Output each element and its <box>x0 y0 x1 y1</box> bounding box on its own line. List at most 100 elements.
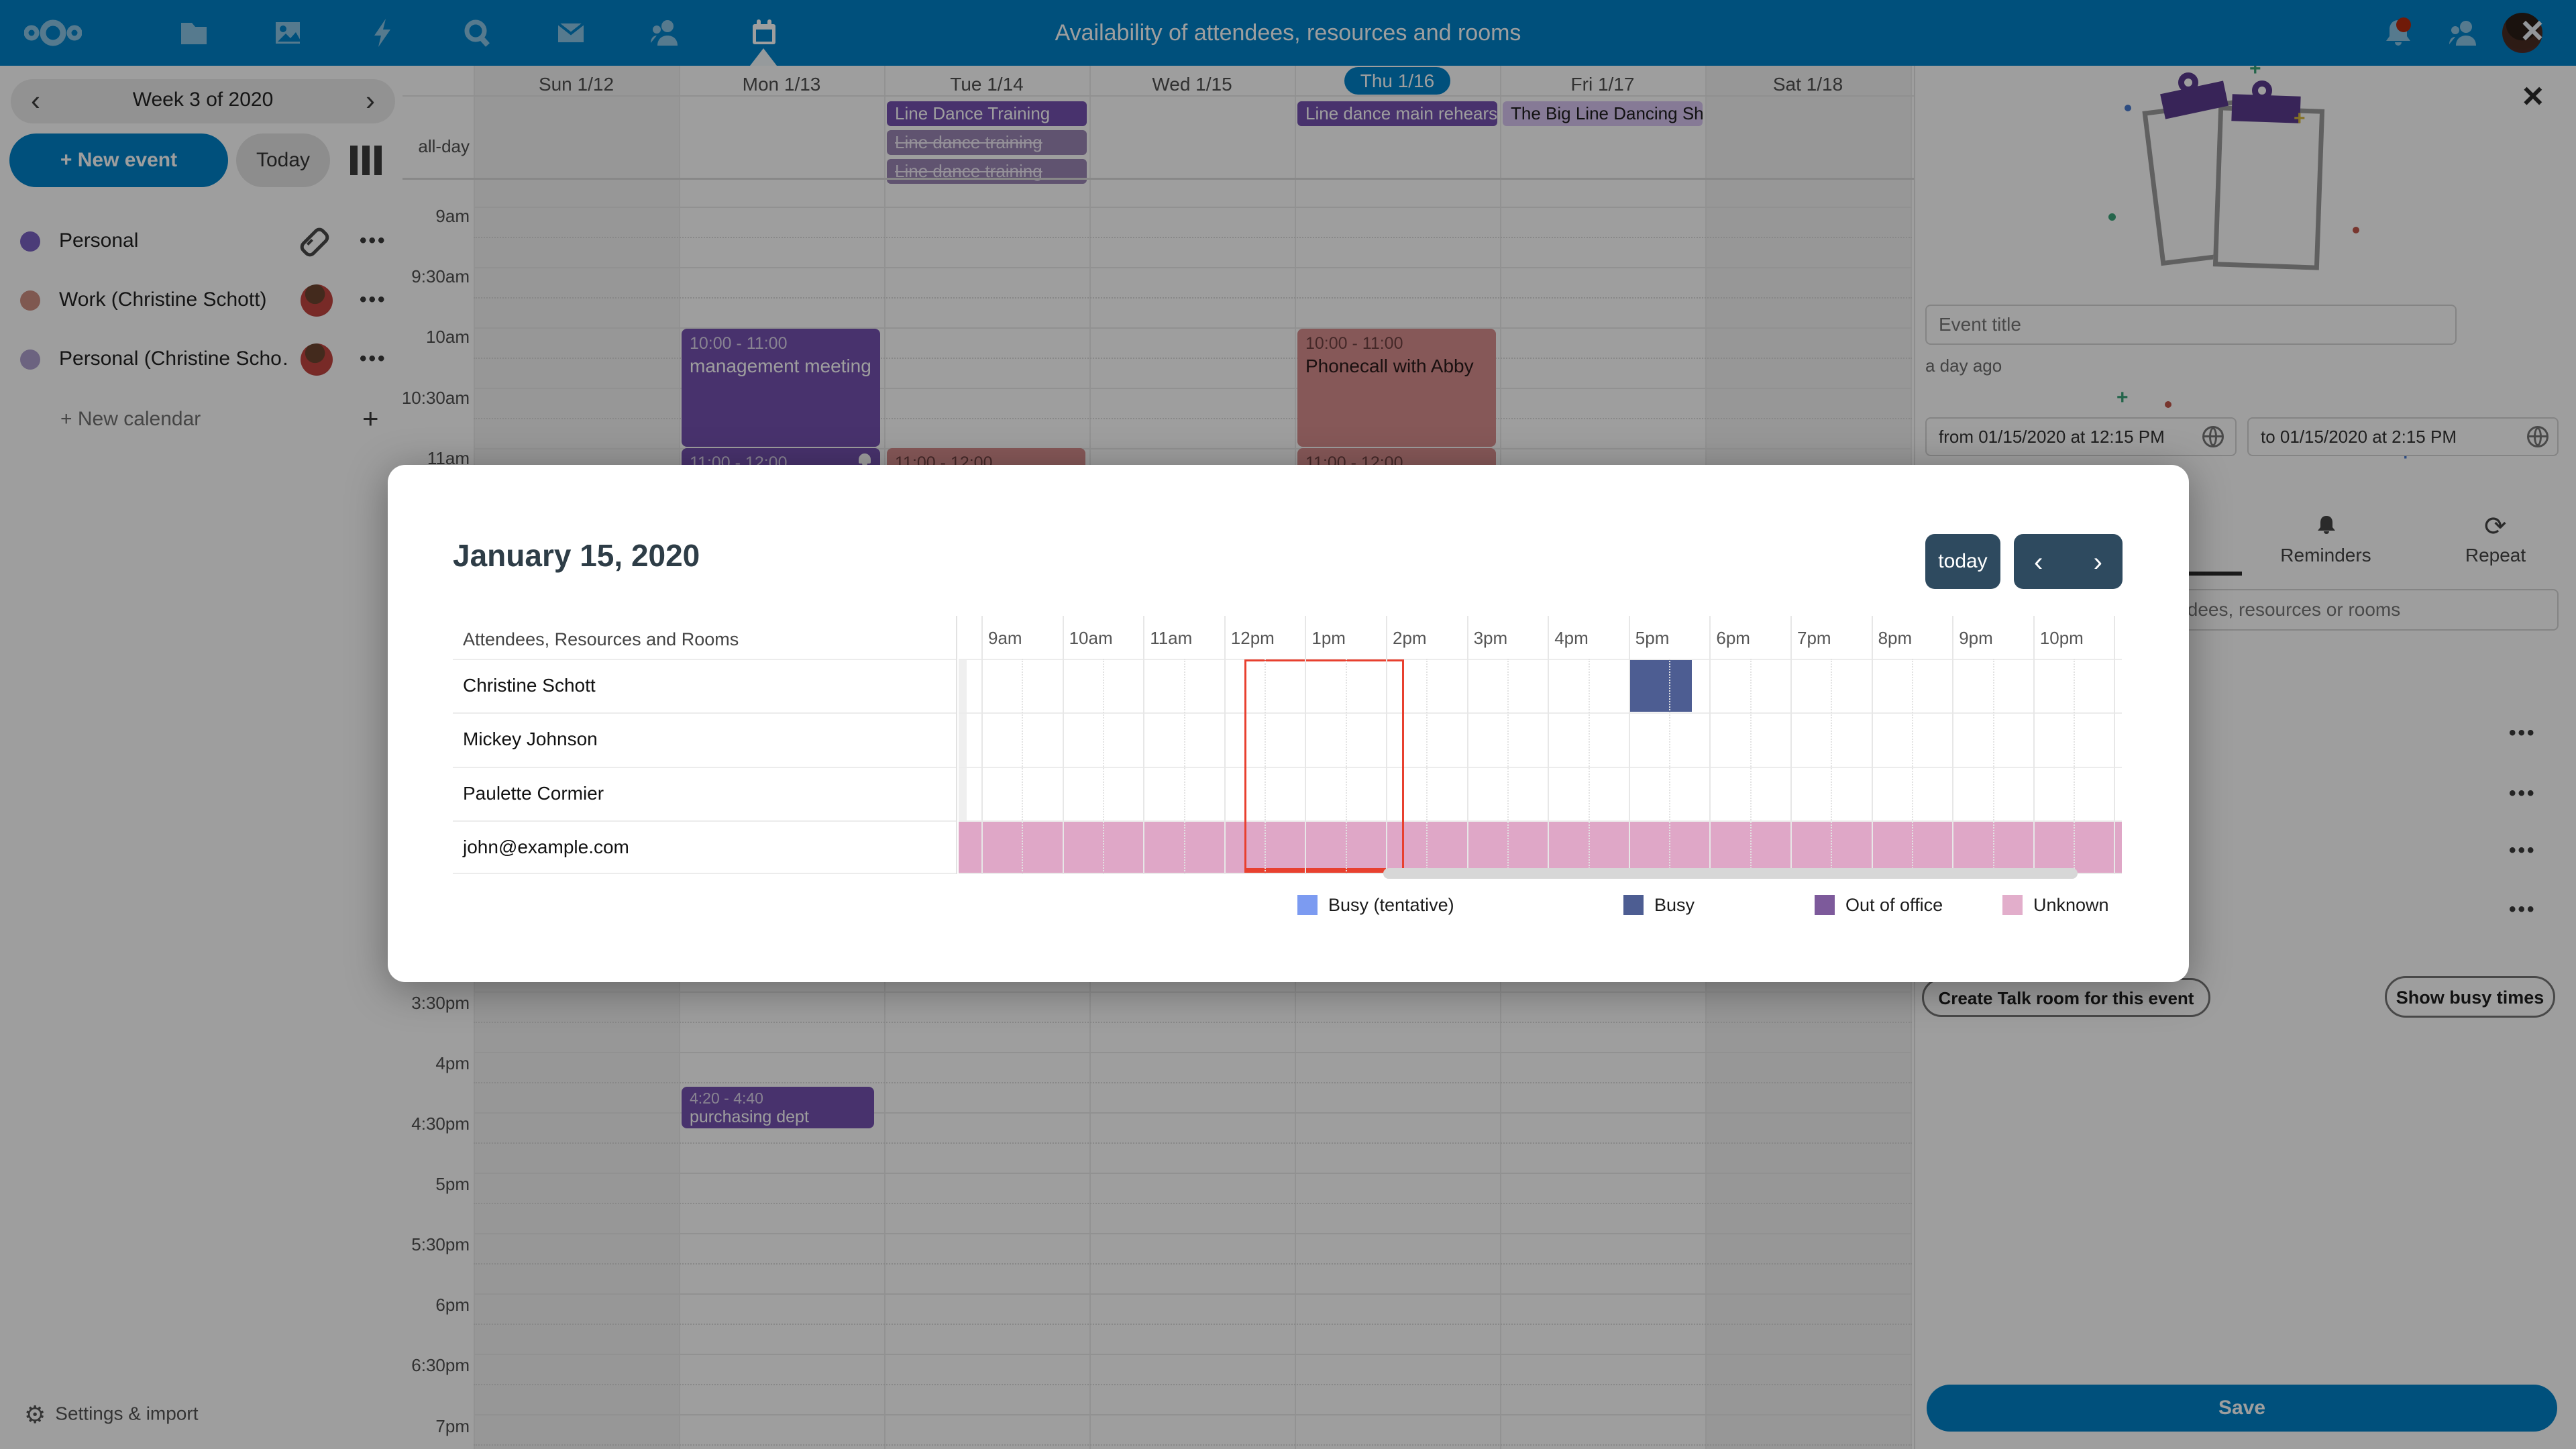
timezone-globe-icon[interactable] <box>2527 426 2548 447</box>
timeline-hour-label: 11pm <box>2121 628 2122 649</box>
calendar-icon[interactable] <box>749 17 780 48</box>
view-toggle-icon[interactable] <box>350 146 382 175</box>
files-icon[interactable] <box>178 17 209 48</box>
activity-icon[interactable] <box>368 17 398 48</box>
attendee-actions-icon[interactable]: ••• <box>2509 722 2536 744</box>
day-header-tue[interactable]: Tue 1/14 <box>950 74 1024 95</box>
availability-timeline-grid[interactable]: 9am 10am 11am 12pm 1pm 2pm 3pm 4pm 5pm 6pm 7pm 8pm 9… <box>959 616 2122 874</box>
timeline-hour-label: 4pm <box>1554 628 1589 648</box>
nextcloud-logo-icon[interactable] <box>24 17 82 48</box>
previous-week-icon[interactable]: ‹ <box>31 85 40 116</box>
next-week-icon[interactable]: › <box>366 85 375 116</box>
plus-icon[interactable]: + <box>362 402 379 434</box>
day-header-sun[interactable]: Sun 1/12 <box>538 74 614 95</box>
new-calendar-label[interactable]: + New calendar <box>60 408 201 430</box>
day-header-fri[interactable]: Fri 1/17 <box>1570 74 1635 95</box>
gutter-time-label: 6pm <box>435 1295 470 1315</box>
day-header-thu[interactable]: Thu 1/16 <box>1295 67 1500 95</box>
timeline-scrollbar[interactable] <box>1383 868 2078 879</box>
event-management-meeting[interactable]: 10:00 - 11:00 management meeting <box>682 329 880 447</box>
next-day-icon[interactable]: › <box>2093 547 2102 577</box>
page-title: Availability of attendees, resources and… <box>1055 20 1521 46</box>
attendee-actions-icon[interactable]: ••• <box>2509 898 2536 920</box>
attendee-actions-icon[interactable]: ••• <box>2509 839 2536 861</box>
timeline-hour-label: 6pm <box>1716 628 1750 648</box>
contacts-icon[interactable] <box>649 17 680 48</box>
gear-icon: ⚙ <box>24 1401 46 1428</box>
day-header-mon[interactable]: Mon 1/13 <box>742 74 821 95</box>
legend-swatch <box>1815 895 1835 915</box>
user-avatar[interactable] <box>2502 13 2542 53</box>
calendar-name: Personal (Christine Scho… <box>59 347 287 370</box>
gutter-time-label: 9:30am <box>411 266 470 286</box>
new-calendar-row[interactable]: + New calendar + <box>0 402 402 462</box>
day-header-sat[interactable]: Sat 1/18 <box>1772 74 1843 95</box>
calendar-item-work-christine[interactable]: Work (Christine Schott) ••• <box>0 274 402 327</box>
new-event-button[interactable]: + New event <box>9 133 228 187</box>
week-switcher[interactable]: ‹ Week 3 of 2020 › <box>11 79 395 123</box>
unknown-availability-row <box>959 821 2122 873</box>
repeat-icon[interactable]: ⟳ <box>2484 512 2507 541</box>
week-label[interactable]: Week 3 of 2020 <box>132 89 274 111</box>
selected-timespan-outline <box>1244 659 1404 873</box>
attendee-actions-icon[interactable]: ••• <box>2509 782 2536 804</box>
tab-repeat[interactable]: Repeat <box>2465 545 2526 566</box>
attendee-row-name: Paulette Cormier <box>463 783 604 804</box>
event-phonecall-abby[interactable]: 10:00 - 11:00 Phonecall with Abby <box>1297 329 1496 447</box>
attendee-row-name: Christine Schott <box>463 675 596 696</box>
modal-today-button[interactable]: today <box>1925 534 2000 589</box>
timeline-hour-label: 5pm <box>1635 628 1670 648</box>
timeline-hour-label: 11am <box>1150 628 1193 648</box>
legend-swatch <box>1623 895 1644 915</box>
previous-day-icon[interactable]: ‹ <box>2034 547 2043 577</box>
gutter-time-label: 4:30pm <box>411 1114 470 1134</box>
notification-badge <box>2396 17 2411 32</box>
end-datetime-input[interactable] <box>2247 417 2559 456</box>
search-icon[interactable] <box>462 17 492 48</box>
save-button[interactable]: Save <box>1927 1385 2557 1432</box>
gutter-time-label: 7pm <box>435 1416 470 1436</box>
tab-reminders[interactable]: Reminders <box>2280 545 2371 566</box>
calendar-item-personal-christine[interactable]: Personal (Christine Scho… ••• <box>0 333 402 386</box>
photos-icon[interactable] <box>272 17 303 48</box>
calendar-owner-avatar <box>301 343 333 376</box>
settings-import[interactable]: ⚙ Settings & import <box>24 1401 198 1429</box>
start-datetime-input[interactable] <box>1925 417 2237 456</box>
calendar-owner-avatar <box>301 284 333 317</box>
allday-event-declined[interactable]: Line dance training <box>887 130 1087 155</box>
close-sidebar-icon[interactable]: × <box>2522 76 2544 116</box>
availability-modal: January 15, 2020 today ‹ › Attendees, Re… <box>388 465 2189 982</box>
contacts-menu-icon[interactable] <box>2447 17 2478 48</box>
modal-nav-buttons: ‹ › <box>2014 534 2123 589</box>
calendar-actions-icon[interactable]: ••• <box>360 347 387 370</box>
timezone-globe-icon[interactable] <box>2202 426 2224 447</box>
gutter-time-label: 4pm <box>435 1053 470 1073</box>
avatar-x-mark: × <box>2521 9 2544 52</box>
last-modified-label: a day ago <box>1925 356 2002 376</box>
timeline-hour-label: 10am <box>1069 628 1113 648</box>
show-busy-times-button[interactable]: Show busy times <box>2385 976 2555 1018</box>
event-title-input[interactable] <box>1925 305 2457 345</box>
modal-date-title: January 15, 2020 <box>453 538 700 573</box>
calendar-actions-icon[interactable]: ••• <box>360 288 387 311</box>
timeline-hour-label: 9am <box>988 628 1022 648</box>
allday-event[interactable]: Line Dance Training <box>887 101 1087 126</box>
timeline-hour-label: 9pm <box>1959 628 1993 648</box>
allday-event[interactable]: Line dance main rehearsal <box>1297 101 1497 126</box>
day-header-wed[interactable]: Wed 1/15 <box>1152 74 1232 95</box>
allday-event[interactable]: The Big Line Dancing Show <box>1503 101 1703 126</box>
calendar-actions-icon[interactable]: ••• <box>360 229 387 252</box>
today-button[interactable]: Today <box>236 133 330 187</box>
mail-icon[interactable] <box>555 17 586 48</box>
active-app-indicator <box>750 48 777 66</box>
settings-label: Settings & import <box>55 1403 199 1424</box>
calendar-item-personal[interactable]: Personal ••• <box>0 215 402 268</box>
event-purchasing-dept[interactable]: 4:20 - 4:40 purchasing dept <box>682 1087 874 1128</box>
calendar-color-dot <box>20 350 40 370</box>
reminders-bell-icon[interactable] <box>2315 514 2338 537</box>
allday-label: all-day <box>418 136 470 156</box>
timeline-hour-label: 10pm <box>2039 628 2084 648</box>
timeline-hour-label: 3pm <box>1473 628 1508 648</box>
today-day-pill[interactable]: Thu 1/16 <box>1344 67 1451 95</box>
gutter-time-label: 6:30pm <box>411 1355 470 1375</box>
